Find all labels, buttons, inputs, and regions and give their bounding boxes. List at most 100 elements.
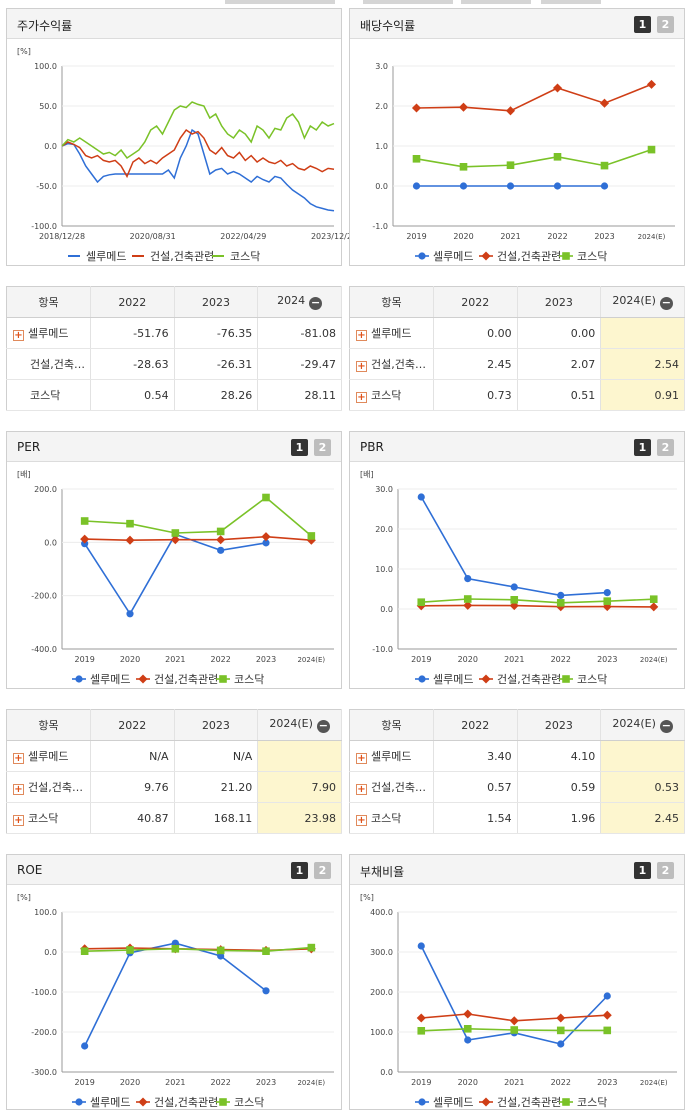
series-line [84,533,267,616]
legend-marker [75,675,83,683]
legend-label: 코스닥 [577,1096,607,1109]
unit-label: [%] [360,893,374,902]
table-cell: 0.57 [433,771,518,803]
expand-icon[interactable]: + [356,361,367,372]
data-point [602,1010,612,1020]
page-1-button[interactable]: 1 [634,16,651,33]
expand-icon[interactable]: + [356,392,367,403]
x-tick-label: 2019 [74,1078,94,1087]
data-point [412,155,421,163]
page-1-button[interactable]: 1 [291,439,308,456]
column-header: 2022 [433,709,518,741]
y-tick-label: 400.0 [370,908,393,917]
x-tick-label: 2023 [597,655,617,664]
data-point [217,952,225,960]
collapse-icon[interactable]: − [316,719,330,733]
data-point [459,182,468,190]
data-point [553,182,562,190]
row-label: + 건설,건축… [349,348,434,380]
chart-pager: 1 2 [291,862,331,879]
panel-title: ROE [17,863,43,877]
y-tick-label: -50.0 [36,182,57,191]
legend-marker [562,252,570,260]
data-point [412,182,421,190]
data-point [463,1025,472,1033]
data-point [509,1016,519,1026]
page-1-button[interactable]: 1 [634,862,651,879]
data-point [649,595,658,603]
data-point [603,597,612,605]
data-point [171,939,179,947]
table-row: 건설,건축… -28.63 -26.31 -29.47 [6,348,342,380]
page-1-button[interactable]: 1 [291,862,308,879]
legend-marker [138,674,148,684]
table-cell: 40.87 [90,802,175,834]
expand-icon[interactable]: + [356,784,367,795]
table-cell: 0.59 [517,771,602,803]
collapse-icon[interactable]: − [309,296,323,310]
expand-icon[interactable]: + [13,784,24,795]
x-tick-label: 2024(E) [640,656,668,664]
collapse-icon[interactable]: − [659,719,673,733]
x-tick-label: 2021 [165,655,185,664]
expand-icon[interactable]: + [356,330,367,341]
expand-icon[interactable]: + [13,330,24,341]
x-tick-label: 2024(E) [297,656,325,664]
data-point [510,583,518,591]
series-line [416,148,652,168]
x-tick-label: 2023 [597,1078,617,1087]
table-cell: 0.73 [433,379,518,411]
page-2-button[interactable]: 2 [657,16,674,33]
x-tick-label: 2020/08/31 [130,232,176,241]
data-point [603,992,611,1000]
page-2-button[interactable]: 2 [314,862,331,879]
unit-label: [%] [17,47,31,56]
data-point [603,1026,612,1035]
x-tick-label: 2021 [165,1078,185,1087]
legend-marker [219,675,227,683]
expand-icon[interactable]: + [356,815,367,826]
page-1-button[interactable]: 1 [634,439,651,456]
x-tick-label: 2018/12/28 [39,232,85,241]
series-line [84,496,312,537]
data-point [216,535,226,545]
page-2-button[interactable]: 2 [314,439,331,456]
expand-icon[interactable]: + [356,753,367,764]
data-point [262,987,270,995]
chart-pager: 1 2 [634,16,674,33]
table-cell: 28.11 [257,379,342,411]
data-point [307,532,316,540]
x-tick-label: 2020 [458,1078,478,1087]
data-point [510,596,519,604]
x-tick-label: 2023 [256,1078,276,1087]
data-point [80,534,90,544]
expand-icon[interactable]: + [13,815,24,826]
pbr-panel: PBR 1 2 [배] 30.0 20.0 10.0 0.0 -10.0 2019 2020 2… [349,431,685,689]
y-tick-label: 0.0 [44,948,57,957]
x-tick-label: 2020 [453,232,473,241]
x-tick-label: 2024(E) [297,1079,325,1087]
row-label: + 코스닥 [349,802,434,834]
legend-label: 코스닥 [577,673,607,686]
column-header: 항목 [6,709,91,741]
table-cell: 3.40 [433,740,518,772]
x-tick-label: 2022 [210,1078,230,1087]
column-header: 2023 [517,709,602,741]
per-table: 항목 2022 2023 2024(E) − + 셀루메드 N/A N/A + 건설,건축… 9.76… [6,709,342,834]
x-tick-label: 2022 [551,1078,571,1087]
data-point [126,519,134,528]
data-point [463,1009,473,1019]
expand-icon[interactable]: + [13,753,24,764]
data-point [647,145,656,154]
legend-label: 셀루메드 [433,250,473,263]
y-tick-label: -10.0 [372,645,393,654]
legend-label: 셀루메드 [433,1096,473,1109]
series-line [83,942,267,1047]
top-tab-strip [225,0,655,4]
page-2-button[interactable]: 2 [657,862,674,879]
data-point [506,161,515,169]
page-2-button[interactable]: 2 [657,439,674,456]
collapse-icon[interactable]: − [659,296,673,310]
y-tick-label: -100.0 [31,988,57,997]
